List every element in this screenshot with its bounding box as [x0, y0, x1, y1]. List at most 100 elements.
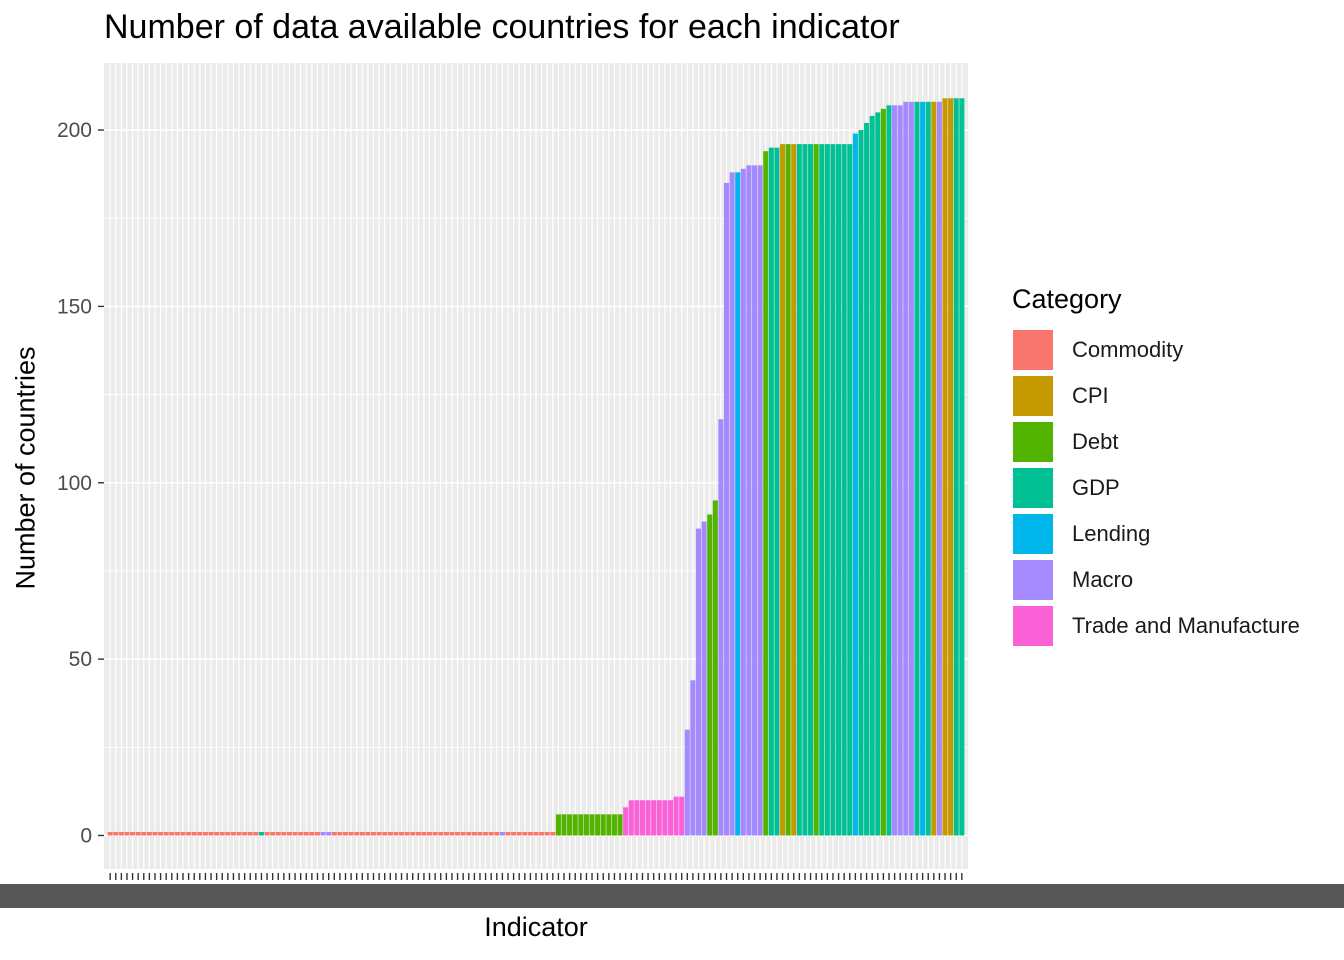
bar [376, 831, 382, 836]
bar [852, 133, 858, 836]
bar [667, 800, 673, 836]
bar [819, 144, 825, 836]
bar [348, 831, 354, 836]
bar [606, 814, 612, 836]
legend-label: Debt [1072, 429, 1119, 454]
bar [281, 831, 287, 836]
legend-label: Macro [1072, 567, 1134, 592]
bar [309, 831, 315, 836]
bar [258, 831, 264, 836]
bar [135, 831, 141, 836]
bar [824, 144, 830, 836]
bar [651, 800, 657, 836]
bar [931, 101, 937, 836]
bar [219, 831, 225, 836]
bar [399, 831, 405, 836]
legend: Category Commodity CPI Debt GDP Lending … [1012, 284, 1300, 649]
bar [628, 800, 634, 836]
bar [107, 831, 113, 836]
bar [903, 101, 909, 836]
bar [869, 115, 875, 836]
bar [320, 831, 326, 836]
bar [925, 101, 931, 836]
bar [359, 831, 365, 836]
bar [959, 98, 965, 836]
bar [774, 147, 780, 836]
bar [729, 172, 735, 836]
legend-item-macro: Macro [1012, 557, 1300, 603]
bar [242, 831, 248, 836]
bar [645, 800, 651, 836]
bar [286, 831, 292, 836]
legend-item-trade-and-manufacture: Trade and Manufacture [1012, 603, 1300, 649]
bar [186, 831, 192, 836]
bar [152, 831, 158, 836]
bar [494, 831, 500, 836]
y-tick-label: 100 [57, 472, 92, 495]
bar [342, 831, 349, 836]
bar [768, 147, 774, 836]
bar [684, 729, 690, 836]
bar [953, 98, 959, 836]
bar [858, 130, 864, 836]
bar [505, 831, 511, 836]
bar [163, 831, 169, 836]
bar [449, 831, 455, 836]
bar [247, 831, 253, 836]
bar [880, 108, 886, 836]
bar [634, 800, 640, 836]
bar [533, 831, 539, 836]
bar [477, 831, 483, 836]
bar [225, 831, 231, 836]
bar [527, 831, 533, 836]
bar [578, 814, 584, 836]
bar [113, 831, 119, 836]
bar [236, 831, 242, 836]
bar [555, 814, 561, 836]
bar [460, 831, 466, 836]
bar [197, 831, 203, 836]
bar [550, 831, 556, 836]
bar [808, 144, 814, 836]
legend-item-gdp: GDP [1012, 465, 1300, 511]
bar [914, 101, 920, 836]
bar [746, 165, 752, 836]
bar [539, 831, 545, 836]
bar [326, 831, 332, 836]
bar [158, 831, 164, 836]
bar [639, 800, 645, 836]
bar [202, 831, 208, 836]
bar [354, 831, 360, 836]
bar [421, 831, 427, 836]
bar [864, 122, 870, 836]
bar [331, 831, 337, 836]
legend-key-cpi [1012, 375, 1054, 417]
bar [897, 105, 903, 836]
bar [936, 101, 942, 836]
bar [455, 831, 461, 836]
bar [275, 831, 281, 836]
bar [757, 165, 763, 836]
bar [690, 680, 696, 836]
bar [813, 144, 819, 836]
bar [920, 101, 926, 836]
bar [314, 831, 320, 836]
bar [701, 521, 707, 836]
bar [830, 144, 836, 836]
x-axis [0, 873, 1344, 908]
bar [443, 831, 449, 836]
legend-title: Category [1012, 284, 1122, 314]
bar [404, 831, 410, 836]
bar [124, 831, 130, 836]
y-tick-label: 0 [80, 824, 92, 847]
bar [370, 831, 377, 836]
legend-item-lending: Lending [1012, 511, 1300, 557]
bar [298, 831, 304, 836]
legend-label: Trade and Manufacture [1072, 613, 1300, 638]
bar [410, 831, 416, 836]
y-tick-label: 200 [57, 119, 92, 142]
bar [679, 796, 685, 836]
legend-item-cpi: CPI [1012, 373, 1300, 419]
bar [723, 182, 730, 836]
